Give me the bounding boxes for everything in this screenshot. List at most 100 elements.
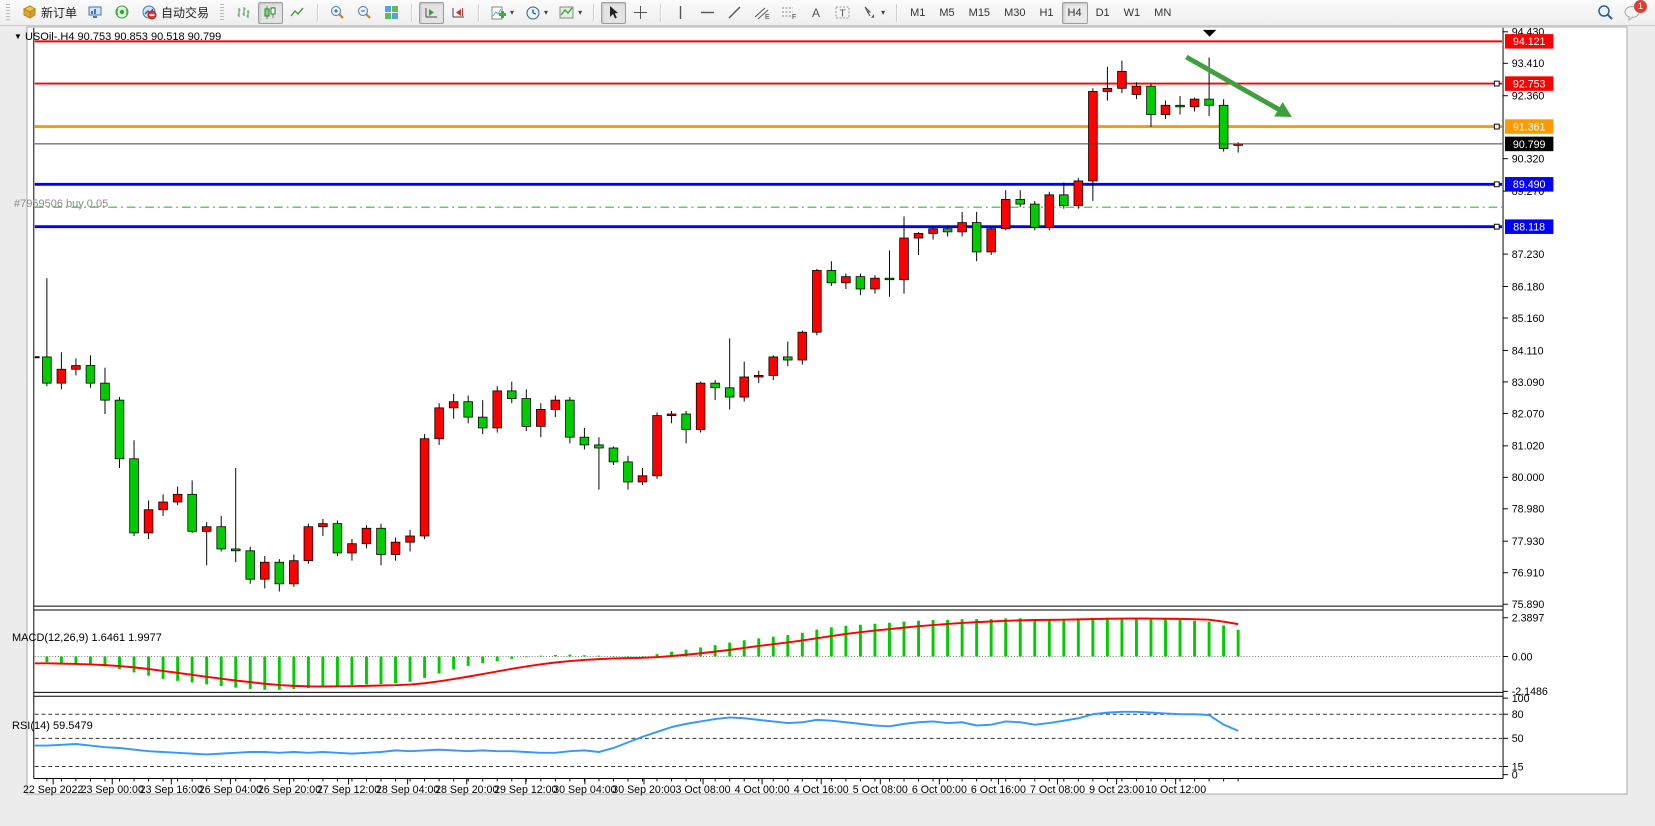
indicators-button[interactable]: ▾ [486, 2, 518, 24]
candle-body [739, 376, 749, 398]
horizontal-line-button[interactable] [695, 2, 720, 24]
bar-chart-button[interactable] [231, 2, 256, 24]
timeframe-group: M1 M5 M15 M30 H1 H4 D1 W1 MN [899, 1, 1182, 24]
candle-body [565, 399, 575, 438]
chart-shift-button[interactable] [446, 2, 471, 24]
time-label: 27 Sep 12:00 [317, 784, 380, 796]
timeframe-m30[interactable]: M30 [1004, 6, 1026, 19]
tile-windows-button[interactable] [379, 2, 404, 24]
new-order-icon [21, 4, 38, 21]
cursor-button[interactable] [601, 1, 627, 24]
price-tick-label: 78.980 [1512, 504, 1545, 516]
time-label: 22 Sep 2022 [23, 784, 83, 796]
candle-body [405, 535, 415, 543]
price-axis[interactable]: 94.43093.41092.36090.32089.27087.23086.1… [1493, 27, 1554, 782]
trendline-button[interactable] [722, 2, 747, 24]
price-tick-label: 83.090 [1512, 377, 1545, 389]
zoom-out-button[interactable] [352, 2, 377, 24]
timeframe-mn[interactable]: MN [1154, 6, 1172, 19]
chart-title-row[interactable]: ▼ USOil-.H4 90.753 90.853 90.518 90.799 [14, 31, 221, 43]
candle-body [1030, 203, 1040, 228]
candle-body [318, 523, 328, 528]
periods-button[interactable]: ▾ [520, 2, 552, 24]
crosshair-icon [632, 4, 649, 21]
price-badge-label: 94.121 [1513, 36, 1546, 48]
templates-caret: ▾ [578, 8, 583, 17]
trend-arrow-head[interactable] [1274, 102, 1292, 118]
new-order-button[interactable]: 新订单 [17, 2, 81, 24]
timeframe-w1[interactable]: W1 [1123, 6, 1141, 19]
candle-body [492, 390, 502, 429]
templates-button[interactable]: ▾ [554, 2, 586, 24]
crosshair-button[interactable] [628, 2, 653, 24]
notification-badge: 1 [1634, 0, 1647, 13]
chart-canvas[interactable]: 94.43093.41092.36090.32089.27087.23086.1… [0, 26, 1655, 826]
equidistant-channel-button[interactable]: E [749, 2, 774, 24]
candlestick-chart-button[interactable] [258, 1, 284, 24]
template-icon [558, 4, 575, 21]
auto-trading-button[interactable]: 自动交易 [137, 2, 213, 24]
zoom-in-button[interactable] [325, 2, 350, 24]
alerts-button[interactable] [110, 2, 135, 24]
time-label: 7 Oct 08:00 [1030, 784, 1085, 796]
candle-body [390, 541, 401, 555]
candle-body [1015, 199, 1025, 205]
timeframe-m15[interactable]: M15 [968, 6, 991, 19]
candle-body [855, 276, 866, 290]
candle-body [303, 526, 314, 562]
timeframe-m1[interactable]: M1 [910, 6, 926, 19]
market-watch-button[interactable] [83, 2, 108, 24]
candle-body [376, 527, 386, 555]
candle-body [768, 356, 779, 376]
time-label: 4 Oct 16:00 [794, 784, 849, 796]
toolbar: 新订单 自动交易 [0, 0, 1655, 26]
candle-body [1218, 104, 1229, 149]
candlesticks[interactable] [42, 57, 1243, 592]
candle-body [187, 493, 197, 532]
symbol-dropdown-icon[interactable]: ▼ [14, 32, 22, 41]
toolbar-drag-handle[interactable] [6, 3, 10, 22]
chart-title: USOil-.H4 90.753 90.853 90.518 90.799 [24, 31, 222, 43]
position-label: #7959506 buy 0.05 [14, 198, 109, 210]
svg-text:A: A [812, 6, 820, 20]
timeframe-d1[interactable]: D1 [1095, 6, 1110, 19]
timeframe-m5[interactable]: M5 [939, 6, 955, 19]
candle-body [332, 523, 343, 554]
chart-window[interactable]: 94.430 93.410 92.360 90.320 89.270 87.230 86.1… [0, 26, 1655, 826]
text-button[interactable]: A [803, 2, 828, 24]
scroll-marker-icon[interactable] [1202, 29, 1217, 37]
chat-icon[interactable]: 1 [1624, 0, 1647, 21]
text-label-button[interactable]: T [830, 2, 855, 24]
candle-body [1059, 194, 1069, 207]
rsi-axis-label: 15 [1512, 761, 1524, 773]
candle-body [1088, 91, 1098, 182]
candle-body [1117, 70, 1127, 89]
line-chart-button[interactable] [285, 2, 310, 24]
vertical-line-button[interactable] [668, 2, 693, 24]
candle-body [608, 447, 619, 463]
candle-body [56, 368, 67, 384]
price-tick-label: 85.160 [1512, 313, 1545, 325]
trend-arrow[interactable] [1185, 54, 1282, 113]
auto-scroll-button[interactable] [419, 1, 445, 24]
rsi-axis-label: 50 [1512, 733, 1524, 745]
candle-body [172, 493, 183, 503]
search-icon[interactable] [1597, 4, 1614, 21]
candle-body [129, 458, 139, 534]
fibonacci-button[interactable]: F [776, 2, 801, 24]
price-tick-label: 92.360 [1512, 91, 1545, 103]
macd-axis-label: 2.3897 [1512, 613, 1545, 625]
arrows-button[interactable]: ▾ [857, 2, 889, 24]
price-tick-label: 84.110 [1512, 345, 1544, 357]
price-badge-label: 92.753 [1513, 78, 1546, 90]
timeframe-h4[interactable]: H4 [1061, 1, 1088, 24]
candle-body [652, 415, 662, 477]
timeframe-h1[interactable]: H1 [1039, 6, 1054, 19]
price-tick-label: 75.890 [1512, 599, 1545, 611]
candle-body [507, 390, 517, 399]
toolbar-separator [220, 3, 225, 22]
macd-axis-label: -2.1486 [1512, 686, 1548, 698]
price-tick-label: 90.320 [1512, 154, 1545, 166]
auto-trading-label: 自动交易 [161, 6, 210, 20]
